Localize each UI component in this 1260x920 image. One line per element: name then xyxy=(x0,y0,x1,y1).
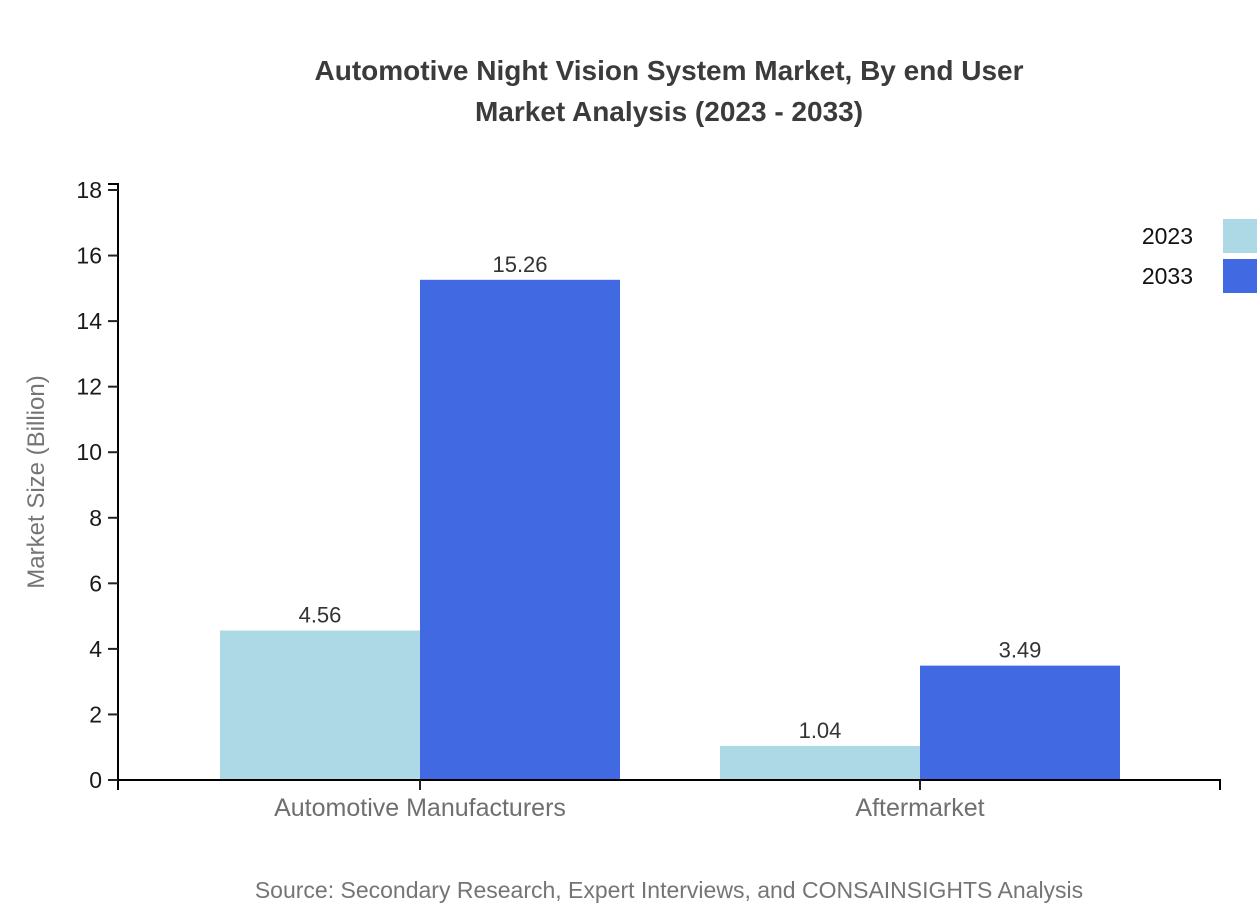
bar-2023-1 xyxy=(720,745,920,780)
legend-label-2033: 2033 xyxy=(1141,262,1193,289)
y-tick-label: 6 xyxy=(89,570,102,596)
y-tick-label: 2 xyxy=(89,701,102,727)
bar-2023-0 xyxy=(220,630,420,780)
bar-value-label: 1.04 xyxy=(799,718,842,743)
x-axis-line xyxy=(117,779,1221,790)
chart-title-line-2: Market Analysis (2023 - 2033) xyxy=(474,96,864,127)
legend-swatch-2033 xyxy=(1223,259,1257,293)
y-tick-label: 18 xyxy=(76,177,102,203)
y-tick-label: 14 xyxy=(76,308,102,334)
legend-label-2023: 2023 xyxy=(1141,222,1193,249)
legend-item-2023: 2023 xyxy=(1142,219,1257,253)
legend-item-2033: 2033 xyxy=(1142,259,1257,293)
bar-value-label: 15.26 xyxy=(492,252,547,277)
chart-title-line-1: Automotive Night Vision System Market, B… xyxy=(314,55,1024,86)
x-category-label: Aftermarket xyxy=(855,794,984,822)
legend: 2023 2033 xyxy=(1142,219,1257,293)
legend-swatch-2023 xyxy=(1223,219,1257,253)
y-tick-label: 16 xyxy=(76,243,102,269)
y-tick-label: 0 xyxy=(89,767,102,793)
source-note: Source: Secondary Research, Expert Inter… xyxy=(254,877,1084,903)
bar-value-label: 3.49 xyxy=(999,638,1042,663)
x-category-label: Automotive Manufacturers xyxy=(274,794,566,822)
y-tick-label: 10 xyxy=(76,439,102,465)
bar-2033-0 xyxy=(420,279,620,780)
y-axis-line xyxy=(108,183,119,780)
y-tick-label: 12 xyxy=(76,374,102,400)
y-tick-label: 8 xyxy=(89,505,102,531)
y-tick-label: 4 xyxy=(89,636,102,662)
bar-value-label: 4.56 xyxy=(299,603,342,628)
bar-2033-1 xyxy=(920,665,1120,780)
chart-title: Automotive Night Vision System Market, B… xyxy=(118,50,1220,132)
